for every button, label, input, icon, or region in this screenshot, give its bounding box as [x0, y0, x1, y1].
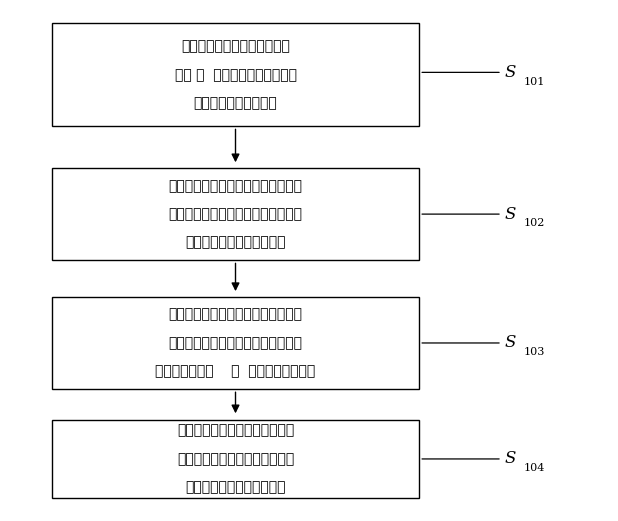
Bar [52, 23, 419, 127]
Bar [52, 168, 419, 260]
Text: 态预测单元的预测模型: 态预测单元的预测模型 [193, 96, 277, 110]
Text: 设定交通状态分析单元的间隔: 设定交通状态分析单元的间隔 [181, 40, 290, 54]
Text: 拟平均预测模型和分割出的所述: 拟平均预测模型和分割出的所述 [177, 452, 294, 466]
Text: S: S [505, 64, 517, 81]
Bar [52, 296, 419, 389]
Text: 史交通状态数据按时间序列分割出若: 史交通状态数据按时间序列分割出若 [169, 336, 302, 350]
Text: 104: 104 [523, 463, 544, 473]
Text: 干交通状态数据    并  进行趋势平滑处理: 干交通状态数据 并 进行趋势平滑处理 [155, 364, 316, 378]
Text: 数据并根据所述间隔时间和时间周期: 数据并根据所述间隔时间和时间周期 [169, 207, 302, 221]
Text: 103: 103 [523, 348, 544, 357]
Text: 长度筛选历史交通状态数据: 长度筛选历史交通状态数据 [185, 235, 286, 250]
Text: 交通状态数据产生预测结果: 交通状态数据产生预测结果 [185, 480, 286, 494]
Text: 时间 、  时间周期长度和交通状: 时间 、 时间周期长度和交通状 [174, 68, 297, 82]
Text: 101: 101 [523, 77, 544, 86]
Text: 时间序列分割单元将所述筛选后的历: 时间序列分割单元将所述筛选后的历 [169, 307, 302, 321]
Text: S: S [505, 334, 517, 352]
Text: S: S [505, 206, 517, 222]
Text: 102: 102 [523, 218, 544, 228]
Text: 交通状态分析单元读入历史交通状态: 交通状态分析单元读入历史交通状态 [169, 179, 302, 193]
Text: S: S [505, 451, 517, 467]
Bar [52, 420, 419, 498]
Text: 交通状态预测单元根据设定的模: 交通状态预测单元根据设定的模 [177, 424, 294, 438]
